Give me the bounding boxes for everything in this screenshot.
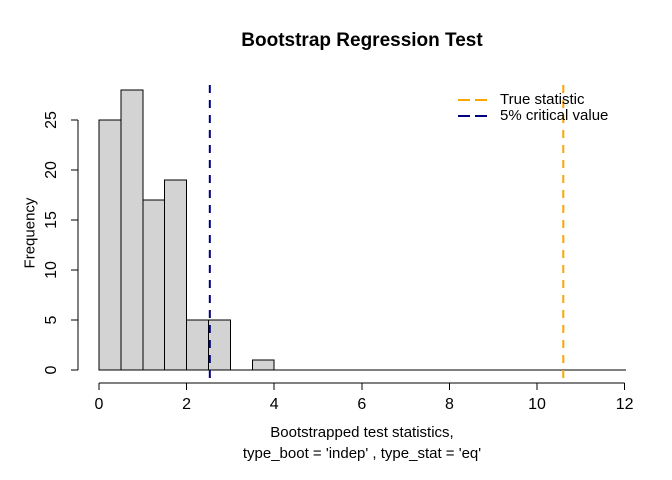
y-tick-label: 10 <box>43 261 60 279</box>
y-tick-label: 0 <box>43 365 60 375</box>
x-tick-label: 2 <box>182 396 192 413</box>
histogram-bar <box>164 179 188 371</box>
histogram-bar <box>186 319 210 371</box>
histogram-bar <box>120 89 144 371</box>
x-tick-label: 8 <box>444 396 454 413</box>
histogram-bar <box>251 359 275 371</box>
legend-entry-true-statistic: True statistic <box>500 91 585 108</box>
histogram-bar <box>208 319 231 371</box>
y-axis-label: Frequency <box>21 197 39 269</box>
x-tick-label: 6 <box>357 396 367 413</box>
x-axis-label-line2: type_boot = 'indep' , type_stat = 'eq' <box>242 445 482 462</box>
x-tick-label: 0 <box>94 396 104 413</box>
y-tick-label: 5 <box>43 315 60 325</box>
y-tick-label: 20 <box>43 161 60 179</box>
x-tick-label: 10 <box>528 396 546 413</box>
histogram-bar <box>142 199 166 371</box>
legend: True statistic 5% critical value <box>500 92 608 124</box>
x-axis-label-line1: Bootstrapped test statistics, <box>270 424 454 441</box>
y-tick-label: 25 <box>43 111 60 129</box>
legend-entry-critical-value: 5% critical value <box>500 107 609 124</box>
x-axis-label: Bootstrapped test statistics, type_boot … <box>99 422 625 464</box>
x-tick-label: 4 <box>269 396 279 413</box>
chart-title: Bootstrap Regression Test <box>241 30 483 51</box>
x-tick-label: 12 <box>615 396 634 413</box>
histogram-bar <box>98 119 122 371</box>
y-tick-label: 15 <box>43 211 60 229</box>
